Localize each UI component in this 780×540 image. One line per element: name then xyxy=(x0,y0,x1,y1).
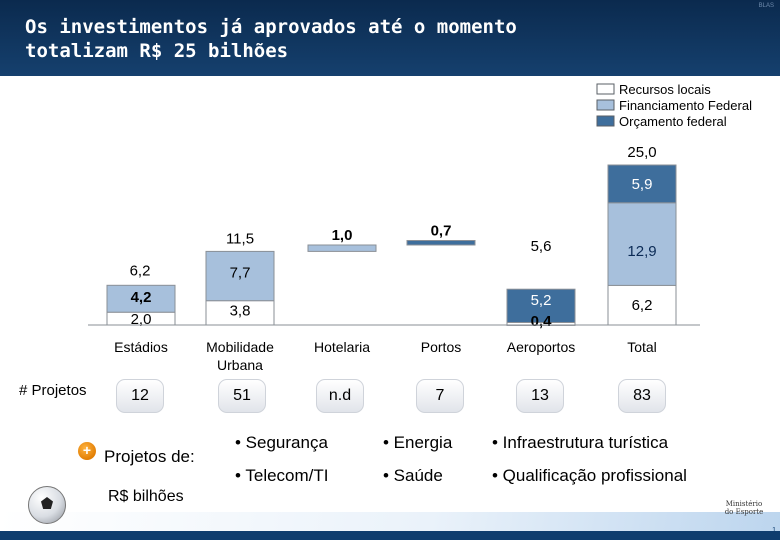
segment-label: 0,4 xyxy=(531,313,553,330)
projects-count-mobilidade: 51 xyxy=(218,379,266,413)
category-item: • Segurança xyxy=(235,433,328,452)
footer-bar xyxy=(0,531,780,540)
legend-swatch xyxy=(596,83,615,95)
bar-financiamento-federal-1 xyxy=(205,250,275,302)
total-label: 25,0 xyxy=(627,144,656,161)
segment-label: 4,2 xyxy=(131,289,152,306)
category-label: Mobilidade xyxy=(206,339,274,355)
total-label: 6,2 xyxy=(130,262,151,279)
segment-label: 2,0 xyxy=(131,311,152,328)
bar-financiamento-federal-0 xyxy=(106,284,176,313)
bar-financiamento-federal-5 xyxy=(607,202,677,286)
ministry-logo: Ministério do Esporte xyxy=(724,500,764,516)
category-item: • Saúde xyxy=(383,466,443,485)
category-item: • Infraestrutura turística xyxy=(492,433,669,452)
projects-count-total: 83 xyxy=(618,379,666,413)
category-label: Portos xyxy=(421,339,461,355)
projects-row-label: # Projetos xyxy=(19,382,87,399)
chart-axis: Estádios Mobilidade Urbana Hotelaria Portos A… xyxy=(88,324,700,373)
chart-labels: 2,0 4,2 6,2 3,8 7,7 11,5 1,0 0,7 0,4 5,2 5,6 6,2 12,… xyxy=(130,144,657,330)
corner-reference: BLAS xyxy=(758,3,774,9)
projects-count-hotelaria: n.d xyxy=(316,379,364,413)
chart-bars xyxy=(106,164,677,326)
units-label: R$ bilhões xyxy=(108,488,184,505)
legend-label: Orçamento federal xyxy=(619,114,727,129)
legend-swatch xyxy=(596,99,615,111)
total-label: 5,6 xyxy=(531,238,552,255)
category-item: • Telecom/TI xyxy=(235,466,329,485)
category-item: • Energia xyxy=(383,433,453,452)
total-label: 11,5 xyxy=(226,230,254,247)
plus-icon: + xyxy=(78,442,96,460)
bar-or-amento-federal-4 xyxy=(506,288,576,324)
soccer-ball-icon xyxy=(28,486,66,524)
segment-label: 0,7 xyxy=(431,223,452,240)
segment-label: 12,9 xyxy=(627,243,656,260)
bar-financiamento-federal-2 xyxy=(307,244,377,252)
category-label: Hotelaria xyxy=(314,339,370,355)
category-label: Total xyxy=(627,339,657,355)
segment-label: 1,0 xyxy=(332,227,353,244)
segment-label: 6,2 xyxy=(632,297,653,314)
projects-count-portos: 7 xyxy=(416,379,464,413)
bar-or-amento-federal-3 xyxy=(406,240,476,246)
title-banner: Os investimentos já aprovados até o mome… xyxy=(0,0,780,76)
page-number: 1 xyxy=(772,527,776,534)
category-label: Urbana xyxy=(217,357,263,373)
page-title: Os investimentos já aprovados até o mome… xyxy=(25,16,517,62)
category-item: • Qualificação profissional xyxy=(492,466,687,485)
segment-label: 3,8 xyxy=(230,303,251,320)
legend-label: Recursos locais xyxy=(619,82,711,97)
legend-label: Financiamento Federal xyxy=(619,98,752,113)
category-label: Aeroportos xyxy=(507,339,575,355)
segment-label: 5,9 xyxy=(632,176,653,193)
projects-count-aeroportos: 13 xyxy=(516,379,564,413)
legend-swatch xyxy=(596,115,615,127)
segment-label: 7,7 xyxy=(230,264,251,281)
projects-count-estadios: 12 xyxy=(116,379,164,413)
category-label: Estádios xyxy=(114,339,168,355)
segment-label: 5,2 xyxy=(531,292,552,309)
more-projects-label: Projetos de: xyxy=(104,447,195,466)
bar-or-amento-federal-5 xyxy=(607,164,677,204)
